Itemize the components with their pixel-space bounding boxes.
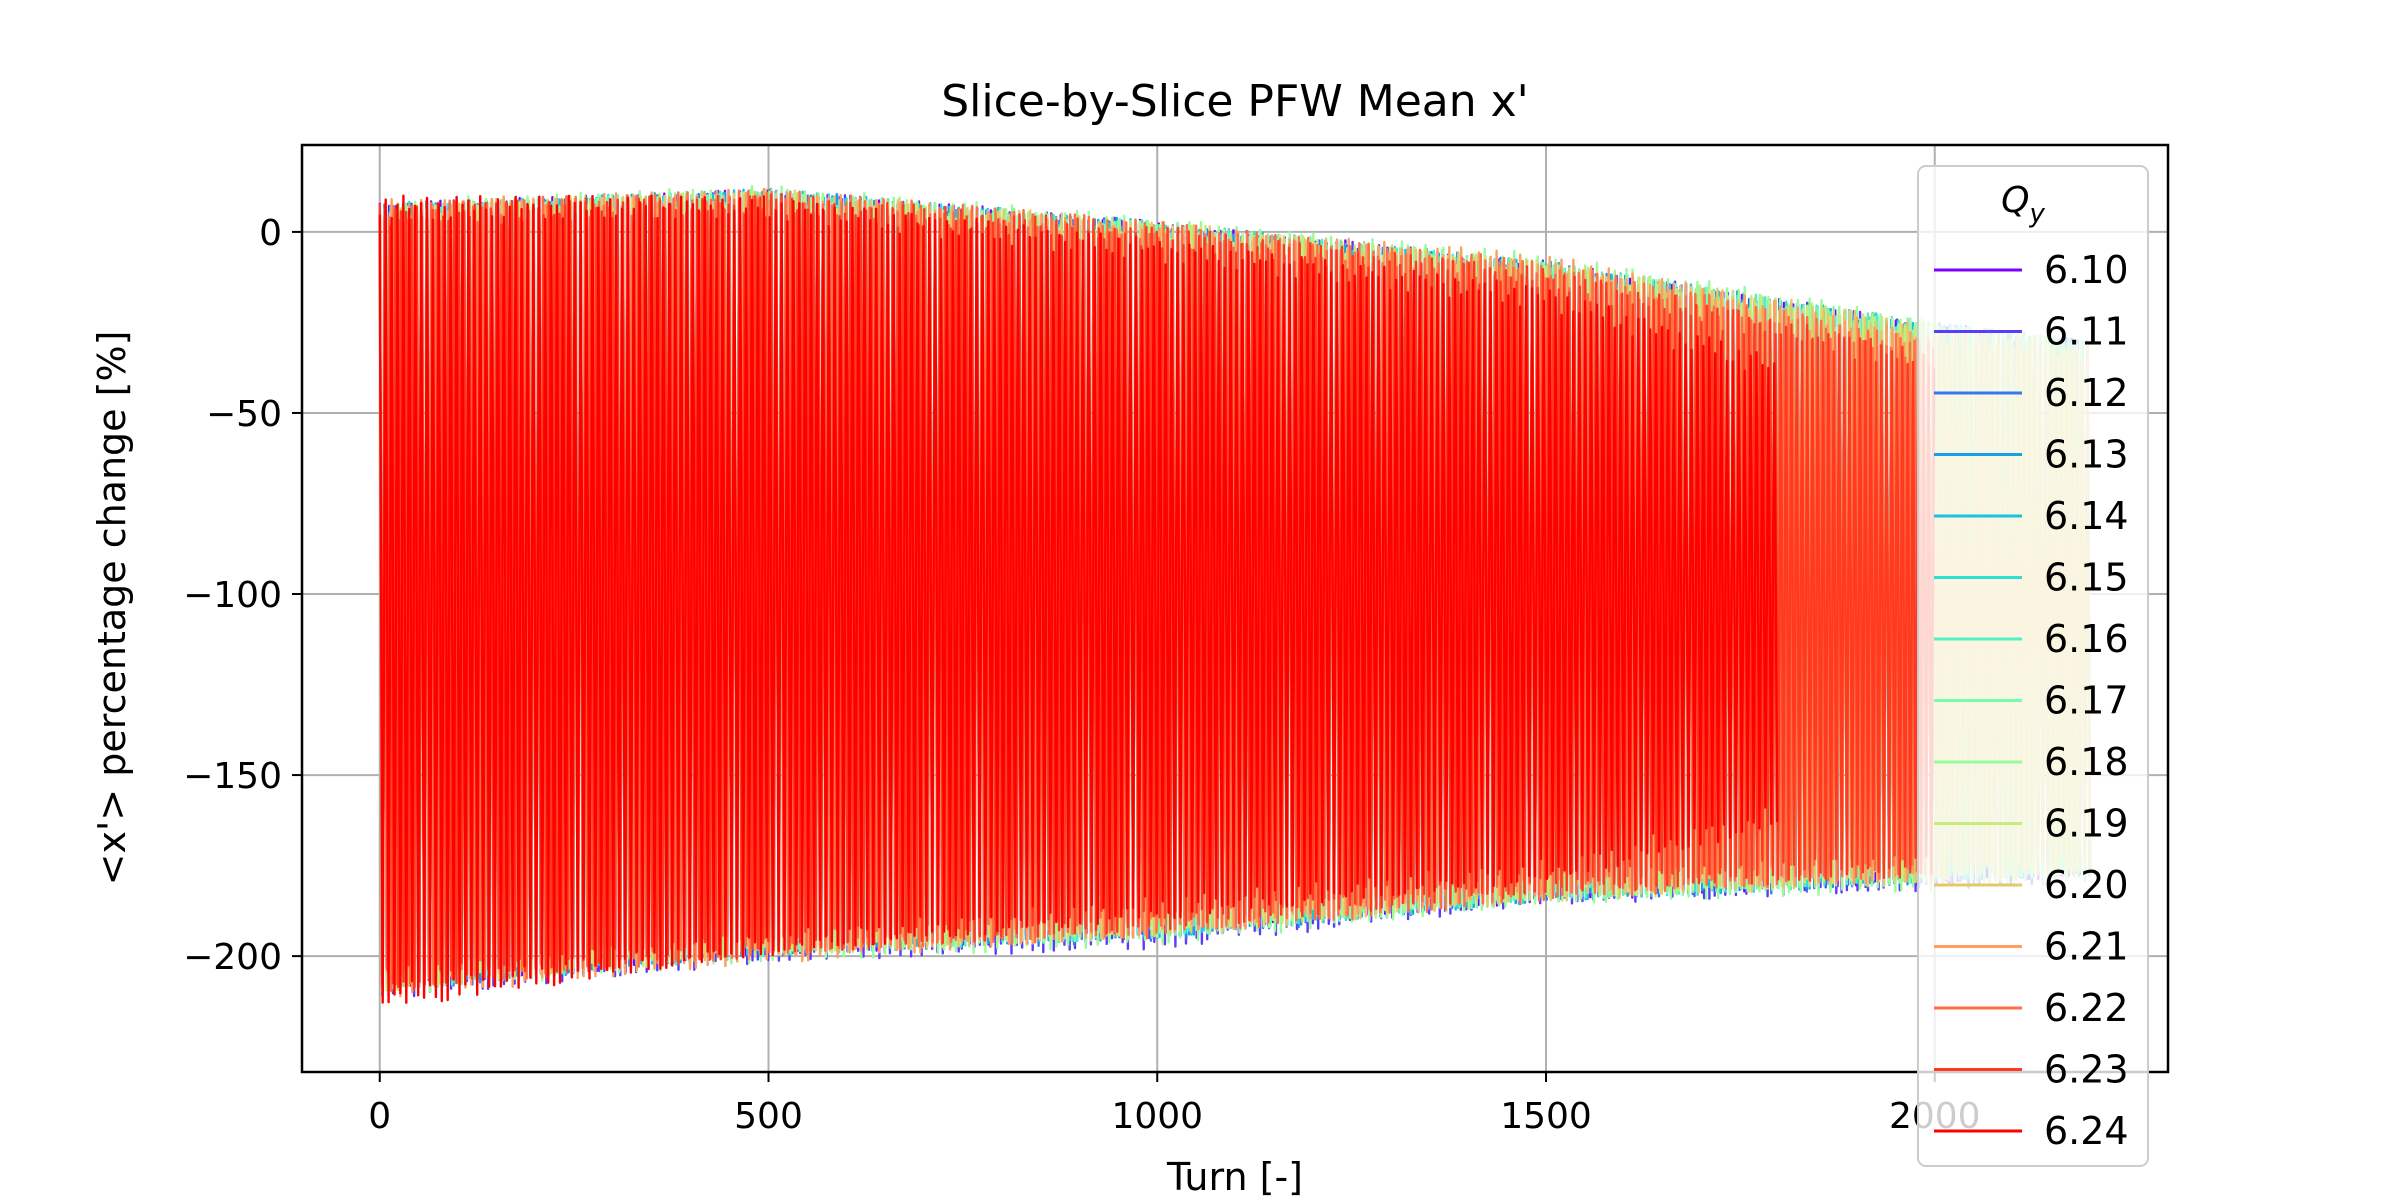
series-line-6.22 xyxy=(378,189,1935,993)
legend-entry-6.17: 6.17 xyxy=(1934,679,2129,723)
x-tick-label: 1000 xyxy=(1111,1096,1203,1137)
legend-label: 6.19 xyxy=(2044,802,2129,846)
legend-label: 6.13 xyxy=(2044,433,2129,477)
series-line-6.23 xyxy=(378,192,1936,991)
legend-entry-6.23: 6.23 xyxy=(1934,1048,2129,1092)
y-axis-label: <x'> percentage change [%] xyxy=(90,331,134,886)
legend-entry-6.24: 6.24 xyxy=(1934,1109,2129,1153)
legend-label: 6.16 xyxy=(2044,617,2129,661)
legend-label: 6.15 xyxy=(2044,556,2129,600)
legend-entry-6.18: 6.18 xyxy=(1934,740,2129,784)
legend-entry-6.10: 6.10 xyxy=(1934,248,2129,292)
y-tick-label: −150 xyxy=(183,756,282,797)
y-tick-label: −50 xyxy=(206,394,282,435)
legend-label: 6.10 xyxy=(2044,248,2129,292)
legend-entry-6.14: 6.14 xyxy=(1934,494,2129,538)
x-tick-label: 0 xyxy=(368,1096,391,1137)
legend-label: 6.18 xyxy=(2044,740,2129,784)
legend-label: 6.22 xyxy=(2044,986,2129,1030)
legend-label: 6.21 xyxy=(2044,925,2129,969)
series-layer xyxy=(378,184,2092,1004)
legend-entry-6.15: 6.15 xyxy=(1934,556,2129,600)
legend-entry-6.13: 6.13 xyxy=(1934,433,2129,477)
legend-items: 6.10 6.11 6.12 6.13 6.14 6.15 6.16 6.17 6.18 6.19… xyxy=(1934,248,2129,1153)
y-tick-label: −200 xyxy=(183,937,282,978)
legend: Qy 6.106.116.126.136.146.156.166.176.186… xyxy=(1917,165,2149,1167)
legend-entry-6.22: 6.22 xyxy=(1934,986,2129,1030)
legend-label: 6.12 xyxy=(2044,371,2129,415)
legend-entry-6.20: 6.20 xyxy=(1934,863,2129,907)
chart-title: Slice-by-Slice PFW Mean x' xyxy=(941,76,1529,127)
x-tick-label: 1500 xyxy=(1500,1096,1592,1137)
legend-label: 6.24 xyxy=(2044,1109,2129,1153)
y-tick-label: 0 xyxy=(259,213,282,254)
legend-entry-6.11: 6.11 xyxy=(1934,310,2129,354)
legend-label: 6.20 xyxy=(2044,863,2129,907)
legend-entry-6.19: 6.19 xyxy=(1934,802,2129,846)
legend-label: 6.23 xyxy=(2044,1048,2129,1092)
legend-box xyxy=(1917,165,2149,1167)
x-tick-label: 500 xyxy=(734,1096,803,1137)
legend-label: 6.14 xyxy=(2044,494,2129,538)
legend-title: Qy xyxy=(2001,180,2045,229)
y-tick-label: −100 xyxy=(183,575,282,616)
legend-entry-6.12: 6.12 xyxy=(1934,371,2129,415)
plot-frame xyxy=(300,143,2170,1074)
legend-entry-6.21: 6.21 xyxy=(1934,925,2129,969)
y-axis: 0 −50 −100 −150 −200 xyxy=(183,213,302,978)
series-line-6.24 xyxy=(378,194,1779,1004)
x-axis-label: Turn [-] xyxy=(1166,1155,1303,1199)
legend-label: 6.11 xyxy=(2044,310,2129,354)
legend-entry-6.16: 6.16 xyxy=(1934,617,2129,661)
legend-label: 6.17 xyxy=(2044,679,2129,723)
